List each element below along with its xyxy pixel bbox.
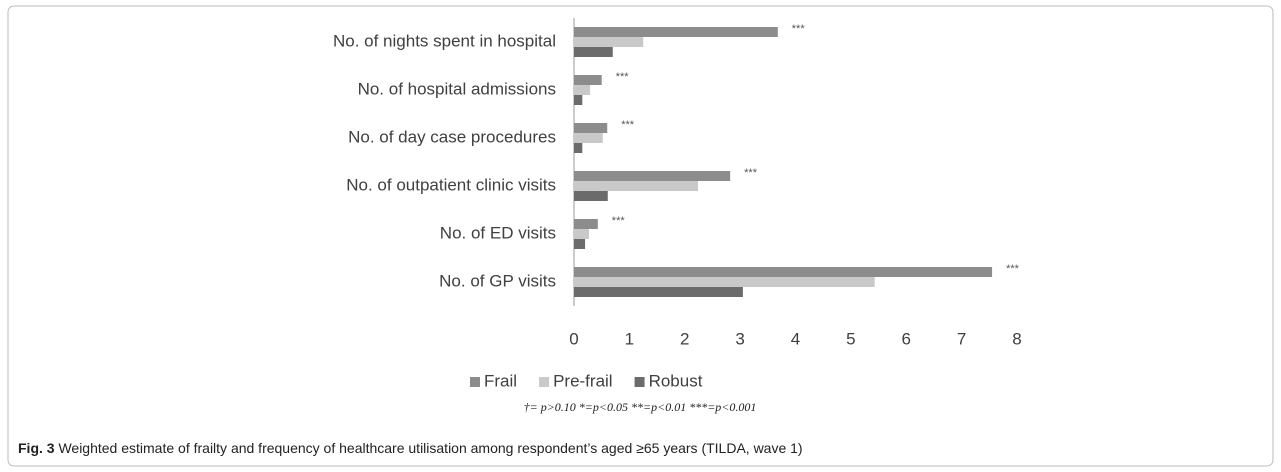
bar — [574, 133, 603, 143]
x-tick-label: 5 — [846, 329, 855, 348]
x-tick-label: 3 — [735, 329, 744, 348]
y-tick-label: No. of ED visits — [440, 223, 556, 242]
x-tick-label: 1 — [625, 329, 634, 348]
bar — [574, 123, 608, 133]
annotation: *** — [792, 23, 806, 35]
bar — [574, 287, 743, 297]
x-tick-label: 8 — [1012, 329, 1021, 348]
figure-border — [7, 5, 1274, 467]
x-tick-label: 2 — [680, 329, 689, 348]
bar — [574, 37, 644, 47]
bar — [574, 181, 699, 191]
annotation: *** — [612, 215, 626, 227]
y-tick-label: No. of nights spent in hospital — [333, 31, 556, 50]
legend-label: Pre-frail — [553, 371, 613, 390]
annotation: *** — [1006, 263, 1020, 275]
x-tick-label: 4 — [791, 329, 800, 348]
bar — [574, 75, 602, 85]
bar — [574, 95, 583, 105]
bar — [574, 191, 608, 201]
caption: Fig. 3 Weighted estimate of frailty and … — [18, 440, 803, 456]
bar — [574, 27, 778, 37]
legend-swatch — [634, 377, 645, 387]
annotation: *** — [616, 71, 630, 83]
bar — [574, 47, 613, 57]
caption-label: Fig. 3 — [18, 440, 55, 456]
x-tick-label: 6 — [902, 329, 911, 348]
bar — [574, 229, 589, 239]
bar — [574, 143, 583, 153]
legend-label: Robust — [649, 371, 703, 390]
y-tick-label: No. of GP visits — [439, 271, 556, 290]
legend-swatch — [539, 377, 550, 387]
legend-swatch — [470, 377, 480, 387]
y-tick-label: No. of outpatient clinic visits — [346, 175, 556, 194]
caption-text: Weighted estimate of frailty and frequen… — [58, 440, 802, 456]
x-tick-label: 0 — [569, 329, 578, 348]
x-tick-label: 7 — [957, 329, 966, 348]
bar — [574, 239, 586, 249]
bar — [574, 277, 875, 287]
annotation: *** — [621, 119, 635, 131]
y-tick-label: No. of day case procedures — [348, 127, 556, 146]
bar — [574, 85, 591, 95]
annotation: *** — [744, 167, 758, 179]
legend-label: Frail — [484, 371, 517, 390]
bar — [574, 267, 993, 277]
bar — [574, 219, 598, 229]
significance-note: †= p>0.10 *=p<0.05 **=p<0.01 ***=p<0.001 — [524, 400, 757, 414]
y-tick-label: No. of hospital admissions — [358, 79, 556, 98]
bar — [574, 171, 731, 181]
